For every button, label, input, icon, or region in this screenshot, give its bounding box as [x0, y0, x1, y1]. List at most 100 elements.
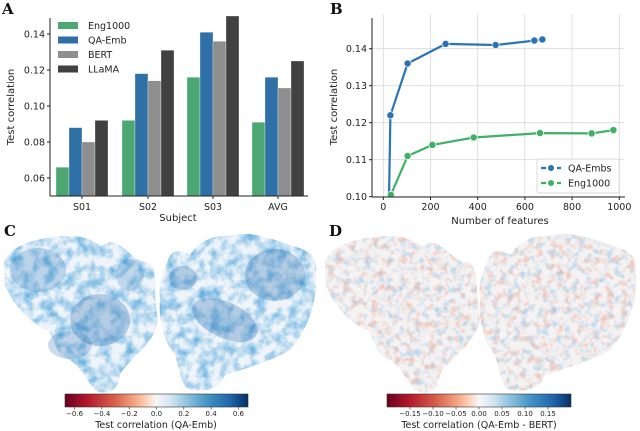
colorbar-d: −0.15 −0.10 −0.05 0.00 0.05 0.10 0.15 Test cor… — [386, 393, 572, 431]
legend: QA-Embs Eng1000 — [536, 158, 620, 194]
x-tick-label: S01 — [73, 202, 91, 213]
bar-bert-avg — [277, 87, 292, 197]
series-line-qa-embs — [387, 38, 543, 197]
legend-swatch-qa-emb — [58, 36, 78, 44]
colorbar-gradient — [64, 393, 249, 408]
legend-label: BERT — [88, 50, 112, 61]
y-axis-label: Test correlation — [329, 69, 340, 147]
legend-marker — [548, 165, 554, 171]
x-tick-label: 200 — [421, 202, 439, 213]
panel-letter-b: B — [330, 0, 343, 18]
chart-b-line: 0.10 0.11 0.12 0.13 0.14 0 200 400 600 800 1000 N… — [329, 14, 631, 227]
bar-qa-emb-s01 — [68, 127, 83, 197]
legend-swatch-llama — [58, 65, 78, 73]
flatmap-c — [4, 233, 317, 393]
bar-qa-emb-s03 — [199, 32, 214, 197]
legend-label: LLaMA — [88, 65, 120, 76]
bar-bert-s03 — [212, 41, 227, 197]
colorbar-tick-label: −0.05 — [445, 410, 466, 418]
bar-bert-s01 — [81, 141, 96, 197]
y-tick-label: 0.08 — [24, 138, 45, 149]
y-axis-label: Test correlation — [6, 69, 17, 147]
y-tick-label: 0.11 — [346, 155, 367, 166]
bar-llama-s02 — [160, 50, 175, 197]
legend-swatch-bert — [58, 51, 78, 58]
bar-eng1000-avg — [251, 122, 266, 197]
point-qa-embs — [403, 59, 412, 68]
colorbar-tick-label: 0.00 — [471, 410, 487, 418]
y-tick-label: 0.12 — [24, 66, 45, 77]
right-hemisphere — [479, 233, 637, 391]
bar-eng1000-s01 — [55, 167, 70, 197]
x-tick-label: 0 — [380, 202, 386, 213]
legend-label: Eng1000 — [88, 21, 130, 32]
colorbar-label: Test correlation (QA-Emb - BERT) — [400, 420, 556, 431]
point-eng1000 — [386, 190, 395, 197]
colorbar-tick-label: −0.2 — [121, 410, 138, 418]
point-eng1000 — [428, 140, 437, 149]
colorbar-c: −0.6 −0.4 −0.2 0.0 0.2 0.4 0.6 Test correlatio… — [64, 393, 249, 431]
point-eng1000 — [587, 129, 596, 138]
y-tick-label: 0.14 — [346, 44, 367, 55]
colorbar-tick-label: 0.2 — [178, 410, 189, 418]
y-tick-label: 0.06 — [24, 174, 45, 185]
colorbar-tick-label: 0.15 — [540, 410, 556, 418]
colorbar-tick-label: −0.15 — [399, 410, 420, 418]
bar-bert-s02 — [147, 80, 162, 197]
x-tick-label: S02 — [139, 202, 157, 213]
legend-label: QA-Emb — [88, 36, 126, 47]
left-hemisphere — [325, 236, 480, 393]
point-qa-embs — [386, 111, 395, 120]
bar-qa-emb-avg — [264, 77, 279, 197]
point-eng1000 — [403, 152, 412, 160]
colorbar-tick-label: 0.4 — [206, 410, 218, 418]
y-ticks: 0.06 0.08 0.10 0.12 0.14 — [24, 30, 50, 185]
legend-label: QA-Embs — [568, 164, 611, 175]
colorbar-tick-label: 0.0 — [151, 410, 162, 418]
legend-marker — [548, 180, 554, 186]
colorbar-tick-label: −0.6 — [66, 410, 84, 418]
left-hemisphere — [4, 236, 158, 393]
x-tick-label: 1000 — [607, 202, 631, 213]
panel-letter-d: D — [329, 222, 342, 240]
bar-llama-s03 — [225, 15, 240, 197]
colorbar-tick-label: −0.4 — [93, 410, 111, 418]
y-tick-label: 0.12 — [346, 118, 367, 129]
panel-letter-c: C — [4, 222, 16, 240]
legend: Eng1000 QA-Emb BERT LLaMA — [58, 21, 130, 76]
x-tick-label: AVG — [268, 202, 288, 213]
x-tick-label: 400 — [469, 202, 487, 213]
colorbar-ticks: −0.15 −0.10 −0.05 0.00 0.05 0.10 0.15 — [399, 407, 556, 418]
lines — [386, 35, 618, 197]
x-tick-label: 800 — [563, 202, 581, 213]
y-tick-label: 0.14 — [24, 30, 45, 41]
point-eng1000 — [609, 126, 618, 135]
bar-llama-avg — [290, 60, 305, 197]
x-axis-label: Subject — [159, 213, 196, 224]
colorbar-tick-label: 0.05 — [494, 410, 510, 418]
y-tick-label: 0.10 — [346, 192, 367, 203]
bar-llama-s01 — [94, 120, 109, 197]
point-qa-embs — [530, 36, 539, 45]
legend-swatch-eng1000 — [58, 22, 78, 29]
colorbar-tick-label: 0.6 — [233, 410, 245, 418]
chart-a-bar: 0.06 0.08 0.10 0.12 0.14 S01 S02 S03 AVG Subjec… — [6, 15, 308, 224]
point-eng1000 — [536, 129, 544, 138]
panel-letter-a: A — [1, 0, 14, 18]
point-qa-embs — [441, 39, 450, 48]
point-qa-embs — [538, 35, 547, 44]
colorbar-tick-label: −0.10 — [422, 410, 443, 418]
colorbar-gradient — [386, 393, 572, 408]
point-eng1000 — [469, 133, 478, 142]
x-ticks: S01 S02 S03 AVG — [73, 196, 288, 213]
x-tick-label: S03 — [204, 202, 222, 213]
x-tick-label: 600 — [516, 202, 534, 213]
legend-label: Eng1000 — [568, 179, 610, 190]
bar-eng1000-s03 — [186, 77, 201, 197]
bars — [55, 15, 305, 197]
colorbar-label: Test correlation (QA-Emb) — [94, 420, 217, 431]
y-ticks: 0.10 0.11 0.12 0.13 0.14 — [346, 44, 372, 203]
x-ticks: 0 200 400 600 800 1000 — [380, 197, 631, 213]
colorbar-tick-label: 0.10 — [517, 410, 533, 418]
